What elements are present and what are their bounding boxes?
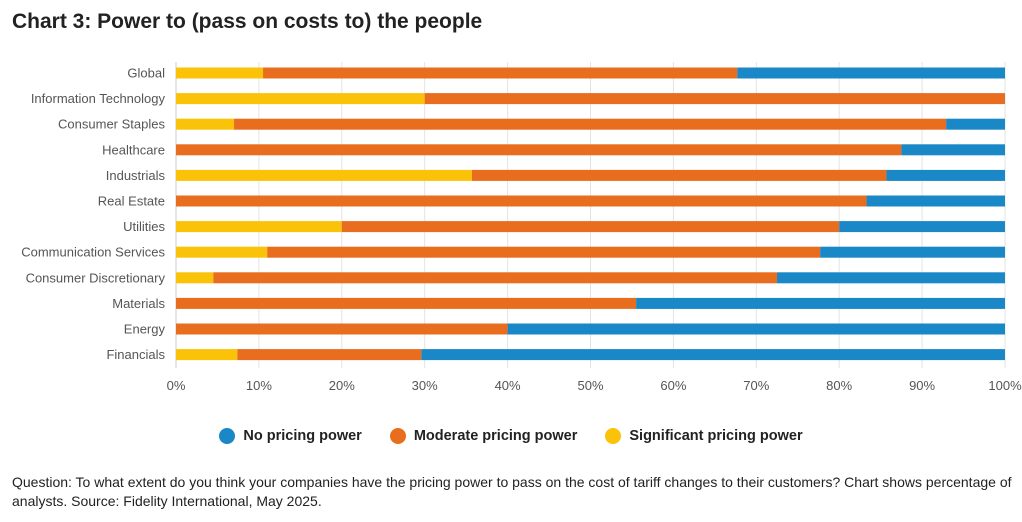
bar-segment[interactable] bbox=[886, 169, 1005, 181]
legend-marker-no-pricing-power bbox=[219, 428, 236, 444]
category-label: Materials bbox=[112, 296, 165, 311]
x-tick-label: 80% bbox=[826, 378, 852, 393]
x-tick-label: 100% bbox=[988, 378, 1022, 393]
bar-segment[interactable] bbox=[176, 246, 268, 258]
chart-footnote: Question: To what extent do you think yo… bbox=[12, 474, 1012, 509]
x-tick-label: 20% bbox=[329, 378, 355, 393]
bar-segment[interactable] bbox=[424, 93, 1005, 105]
x-tick-label: 60% bbox=[660, 378, 686, 393]
chart-title: Chart 3: Power to (pass on costs to) the… bbox=[12, 10, 483, 33]
bar-segment[interactable] bbox=[267, 246, 821, 258]
x-tick-label: 10% bbox=[246, 378, 272, 393]
stacked-bar-chart: Global Information Technology Consumer Sta… bbox=[21, 62, 1022, 393]
category-label: Consumer Discretionary bbox=[26, 270, 166, 285]
bar-segment[interactable] bbox=[820, 246, 1005, 258]
bar-segment[interactable] bbox=[636, 297, 1005, 309]
bars bbox=[176, 67, 1005, 361]
category-label: Utilities bbox=[123, 219, 165, 234]
bar-segment[interactable] bbox=[507, 323, 1005, 335]
category-label: Information Technology bbox=[31, 91, 166, 106]
category-label: Consumer Staples bbox=[58, 117, 165, 132]
legend: No pricing power Moderate pricing power … bbox=[0, 424, 1022, 448]
legend-item-moderate-pricing-power[interactable]: Moderate pricing power bbox=[389, 428, 578, 444]
bar-segment[interactable] bbox=[176, 349, 238, 361]
bar-segment[interactable] bbox=[176, 272, 214, 284]
bar-segment[interactable] bbox=[176, 169, 472, 181]
bar-segment[interactable] bbox=[176, 323, 508, 335]
bar-segment[interactable] bbox=[946, 118, 1005, 130]
legend-marker-significant-pricing-power bbox=[605, 428, 622, 444]
bar-segment[interactable] bbox=[234, 118, 947, 130]
bar-segment[interactable] bbox=[263, 67, 738, 79]
legend-item-significant-pricing-power[interactable]: Significant pricing power bbox=[605, 428, 803, 444]
category-label: Industrials bbox=[106, 168, 166, 183]
legend-item-no-pricing-power[interactable]: No pricing power bbox=[219, 428, 362, 444]
bar-segment[interactable] bbox=[176, 297, 637, 309]
category-labels: Global Information Technology Consumer Sta… bbox=[21, 66, 165, 363]
bar-segment[interactable] bbox=[901, 144, 1005, 156]
legend-marker-moderate-pricing-power bbox=[389, 428, 406, 444]
bar-segment[interactable] bbox=[176, 67, 264, 79]
category-label: Global bbox=[127, 66, 165, 81]
bar-segment[interactable] bbox=[176, 144, 902, 156]
legend-label: Moderate pricing power bbox=[413, 428, 578, 444]
x-tick-label: 0% bbox=[167, 378, 186, 393]
grid-lines bbox=[175, 62, 1006, 368]
bar-segment[interactable] bbox=[839, 221, 1005, 233]
category-label: Financials bbox=[106, 347, 165, 362]
x-tick-label: 30% bbox=[412, 378, 438, 393]
bar-segment[interactable] bbox=[176, 195, 867, 207]
legend-label: Significant pricing power bbox=[629, 428, 803, 444]
x-tick-label: 70% bbox=[743, 378, 769, 393]
bar-segment[interactable] bbox=[176, 221, 342, 233]
x-tick-label: 90% bbox=[909, 378, 935, 393]
category-label: Healthcare bbox=[102, 142, 165, 157]
x-tick-label: 40% bbox=[495, 378, 521, 393]
bar-segment[interactable] bbox=[866, 195, 1005, 207]
category-label: Real Estate bbox=[98, 194, 165, 209]
category-label: Energy bbox=[124, 322, 166, 337]
bar-segment[interactable] bbox=[777, 272, 1005, 284]
x-axis-tick-labels: 0% 10% 20% 30% 40% 50% 60% 70% 80% 90% 100% bbox=[167, 378, 1022, 393]
legend-label: No pricing power bbox=[243, 428, 362, 444]
bar-segment[interactable] bbox=[176, 93, 425, 105]
category-label: Communication Services bbox=[21, 245, 165, 260]
bar-segment[interactable] bbox=[737, 67, 1005, 79]
x-tick-label: 50% bbox=[577, 378, 603, 393]
bar-segment[interactable] bbox=[176, 118, 235, 130]
bar-segment[interactable] bbox=[471, 169, 887, 181]
bar-segment[interactable] bbox=[237, 349, 422, 361]
bar-segment[interactable] bbox=[341, 221, 840, 233]
bar-segment[interactable] bbox=[421, 349, 1005, 361]
bar-segment[interactable] bbox=[213, 272, 778, 284]
